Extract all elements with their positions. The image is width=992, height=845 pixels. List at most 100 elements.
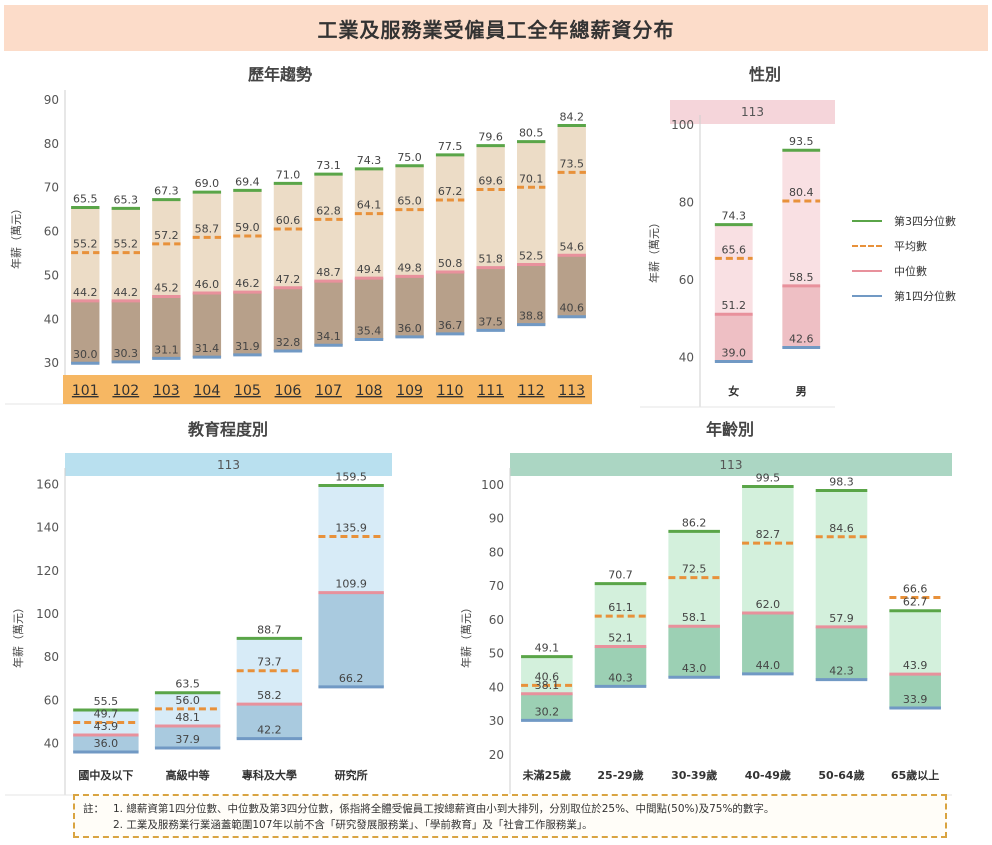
mean-value-label: 84.6 (829, 522, 854, 535)
y-tick-label: 90 (44, 93, 59, 107)
category-label: 111 (477, 383, 504, 399)
q3-value-label: 75.0 (397, 151, 422, 164)
q3-value-label: 159.5 (335, 471, 367, 484)
category-band (63, 375, 592, 404)
box-lower (154, 725, 221, 748)
q3-value-label: 65.5 (73, 192, 98, 205)
box-lower (435, 271, 465, 334)
category-label: 研究所 (335, 768, 368, 782)
y-tick-label: 80 (679, 196, 694, 210)
median-value-label: 58.1 (682, 611, 707, 624)
q3-value-label: 74.3 (357, 154, 382, 167)
median-value-label: 47.2 (276, 273, 301, 286)
y-tick-label: 40 (44, 312, 59, 326)
y-tick-label: 30 (489, 714, 504, 728)
y-axis-label: 年薪（萬元） (647, 217, 661, 283)
q1-value-label: 36.0 (397, 322, 422, 335)
mean-value-label: 61.1 (608, 601, 633, 614)
median-value-label: 57.9 (829, 612, 854, 625)
q3-value-label: 69.4 (235, 175, 260, 188)
y-tick-label: 40 (489, 680, 504, 694)
median-value-label: 49.8 (397, 261, 422, 274)
y-tick-label: 70 (44, 181, 59, 195)
mean-value-label: 135.9 (335, 521, 367, 534)
panel-header (510, 453, 952, 476)
chart-title: 年齡別 (706, 420, 754, 439)
mean-value-label: 70.1 (519, 172, 544, 185)
box-lower (273, 287, 303, 351)
y-tick-label: 50 (44, 268, 59, 282)
category-label: 男 (796, 385, 807, 398)
box-upper (714, 224, 753, 315)
y-tick-label: 80 (44, 650, 59, 664)
q1-value-label: 38.8 (519, 310, 544, 323)
q1-value-label: 31.9 (235, 340, 260, 353)
box-upper (73, 709, 139, 736)
legend-swatch (852, 219, 882, 222)
box-upper (782, 150, 821, 286)
q3-value-label: 71.0 (276, 168, 301, 181)
chart-title: 歷年趨勢 (248, 65, 312, 84)
note-box: 註： 1. 總薪資第1四分位數、中位數及第3四分位數，係指將全體受僱員工按總薪資… (73, 794, 947, 838)
mean-value-label: 62.8 (316, 204, 341, 217)
median-value-label: 51.8 (478, 253, 503, 266)
q1-value-label: 43.0 (682, 662, 707, 675)
q3-value-label: 73.1 (316, 159, 341, 172)
y-tick-label: 30 (44, 356, 59, 370)
legend: 第3四分位數 平均數 中位數 第1四分位數 (852, 208, 956, 308)
legend-item-q3: 第3四分位數 (852, 208, 956, 233)
q3-value-label: 77.5 (438, 140, 463, 153)
box-upper (742, 486, 794, 614)
category-label: 30-39歲 (671, 768, 717, 782)
y-tick-label: 160 (36, 477, 59, 491)
q3-value-label: 62.7 (903, 596, 928, 609)
box-lower (714, 314, 753, 362)
mean-value-label: 73.7 (257, 656, 282, 669)
note-line-1: 1. 總薪資第1四分位數、中位數及第3四分位數，係指將全體受僱員工按總薪資由小到… (113, 803, 775, 815)
median-value-label: 48.1 (175, 711, 200, 724)
mean-value-label: 66.6 (903, 583, 928, 596)
y-tick-label: 70 (489, 579, 504, 593)
chart-title: 性別 (749, 65, 781, 84)
median-value-label: 49.4 (357, 263, 382, 276)
median-value-label: 43.9 (903, 659, 928, 672)
box-lower (557, 255, 586, 317)
category-label: 110 (437, 383, 464, 399)
q3-value-label: 86.2 (682, 516, 707, 529)
legend-swatch (852, 294, 882, 297)
q1-value-label: 44.0 (756, 659, 781, 672)
box-lower (236, 704, 303, 739)
y-tick-label: 100 (481, 478, 504, 492)
legend-label: 平均數 (894, 239, 927, 253)
mean-value-label: 55.2 (114, 238, 139, 251)
q1-value-label: 42.2 (257, 724, 282, 737)
q3-value-label: 93.5 (789, 135, 814, 148)
q1-value-label: 31.4 (195, 342, 220, 355)
q1-value-label: 30.3 (114, 347, 139, 360)
y-tick-label: 50 (489, 647, 504, 661)
q1-value-label: 66.2 (339, 672, 364, 685)
mean-value-label: 65.0 (397, 195, 422, 208)
y-tick-label: 60 (44, 225, 59, 239)
q1-value-label: 30.2 (535, 705, 560, 718)
y-axis-label: 年薪（萬元） (9, 203, 23, 269)
category-label: 102 (112, 383, 139, 399)
q1-value-label: 39.0 (722, 346, 747, 359)
box-upper (557, 125, 586, 256)
box-upper (815, 490, 868, 627)
category-label: 107 (315, 383, 342, 399)
category-label: 104 (194, 383, 221, 399)
box-lower (517, 264, 546, 325)
y-tick-label: 90 (489, 512, 504, 526)
q3-value-label: 79.6 (478, 131, 503, 144)
box-lower (318, 592, 384, 687)
median-value-label: 46.0 (195, 278, 220, 291)
median-value-label: 44.2 (73, 286, 98, 299)
mean-value-label: 73.5 (559, 157, 584, 170)
box-lower (815, 626, 868, 680)
median-value-label: 54.6 (559, 240, 584, 253)
y-tick-label: 60 (44, 693, 59, 707)
q1-value-label: 40.6 (559, 302, 584, 315)
q3-value-label: 70.7 (608, 569, 633, 582)
q1-value-label: 42.3 (829, 665, 854, 678)
